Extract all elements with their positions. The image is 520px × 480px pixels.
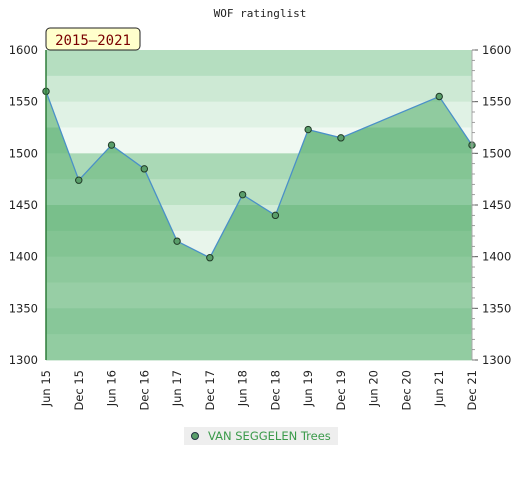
data-point [337,134,345,142]
x-tick-label: Dec 19 [334,370,348,411]
y-tick-label-right: 1400 [482,250,511,264]
x-tick-label: Dec 15 [72,370,86,411]
x-tick-label: Jun 21 [432,370,446,407]
y-tick-label-right: 1350 [482,301,511,315]
y-tick-label-right: 1300 [482,353,511,367]
y-tick-label-right: 1450 [482,198,511,212]
data-point [173,237,181,245]
data-point [140,165,149,173]
y-tick-label: 1400 [9,250,38,264]
x-tick-label: Dec 21 [465,370,479,411]
y-tick-label-right: 1600 [482,43,511,57]
legend-box [184,427,338,445]
area-band [46,282,472,309]
legend: VAN SEGGELEN Trees [184,427,338,445]
area-band [46,230,472,258]
x-tick-label: Jun 18 [236,370,250,407]
legend-label: VAN SEGGELEN Trees [208,429,331,443]
y-tick-label: 1600 [9,43,38,57]
period-badge-text: 2015–2021 [55,33,131,49]
background-band [46,75,472,103]
data-point [271,211,280,220]
y-tick-label: 1350 [9,301,38,315]
chart-title: WOF ratinglist [214,7,307,20]
x-tick-label: Jun 15 [39,370,53,407]
period-badge-box [45,27,141,51]
x-tick-label: Dec 20 [399,370,413,411]
x-tick-label: Dec 16 [137,370,151,411]
series-line [45,91,473,259]
y-tick-label: 1500 [9,146,38,160]
y-axis-right: 1300 1350 1400 1450 1500 1550 1600 [472,43,511,367]
period-badge: 2015–2021 [45,27,141,51]
x-axis: Jun 15 Dec 15 Jun 16 Dec 16 Jun 17 Dec 17 Jun … [39,370,479,411]
data-point [75,176,83,184]
data-point [238,190,247,199]
x-tick-label: Jun 19 [301,370,315,407]
y-tick-label-right: 1550 [482,95,511,109]
x-tick-label: Dec 17 [203,370,217,411]
data-point [304,125,312,134]
x-tick-label: Jun 17 [170,370,184,407]
x-tick-label: Jun 16 [105,370,119,407]
area-band [46,205,472,232]
series-markers [42,87,476,262]
area-band [46,334,472,361]
data-point [107,141,116,149]
y-tick-label: 1300 [9,353,38,367]
y-axis-left: 1300 1350 1400 1450 1500 1550 1600 [9,43,38,367]
y-tick-label-right: 1500 [482,146,511,160]
x-tick-label: Dec 18 [268,370,282,411]
y-tick-label: 1450 [9,198,38,212]
area-band [46,308,472,335]
data-point [206,254,214,262]
background-band [46,50,472,77]
data-point [435,92,443,101]
area-band [46,256,472,283]
legend-marker [191,432,199,440]
x-tick-label: Jun 20 [367,370,381,407]
y-tick-label: 1550 [9,95,38,109]
